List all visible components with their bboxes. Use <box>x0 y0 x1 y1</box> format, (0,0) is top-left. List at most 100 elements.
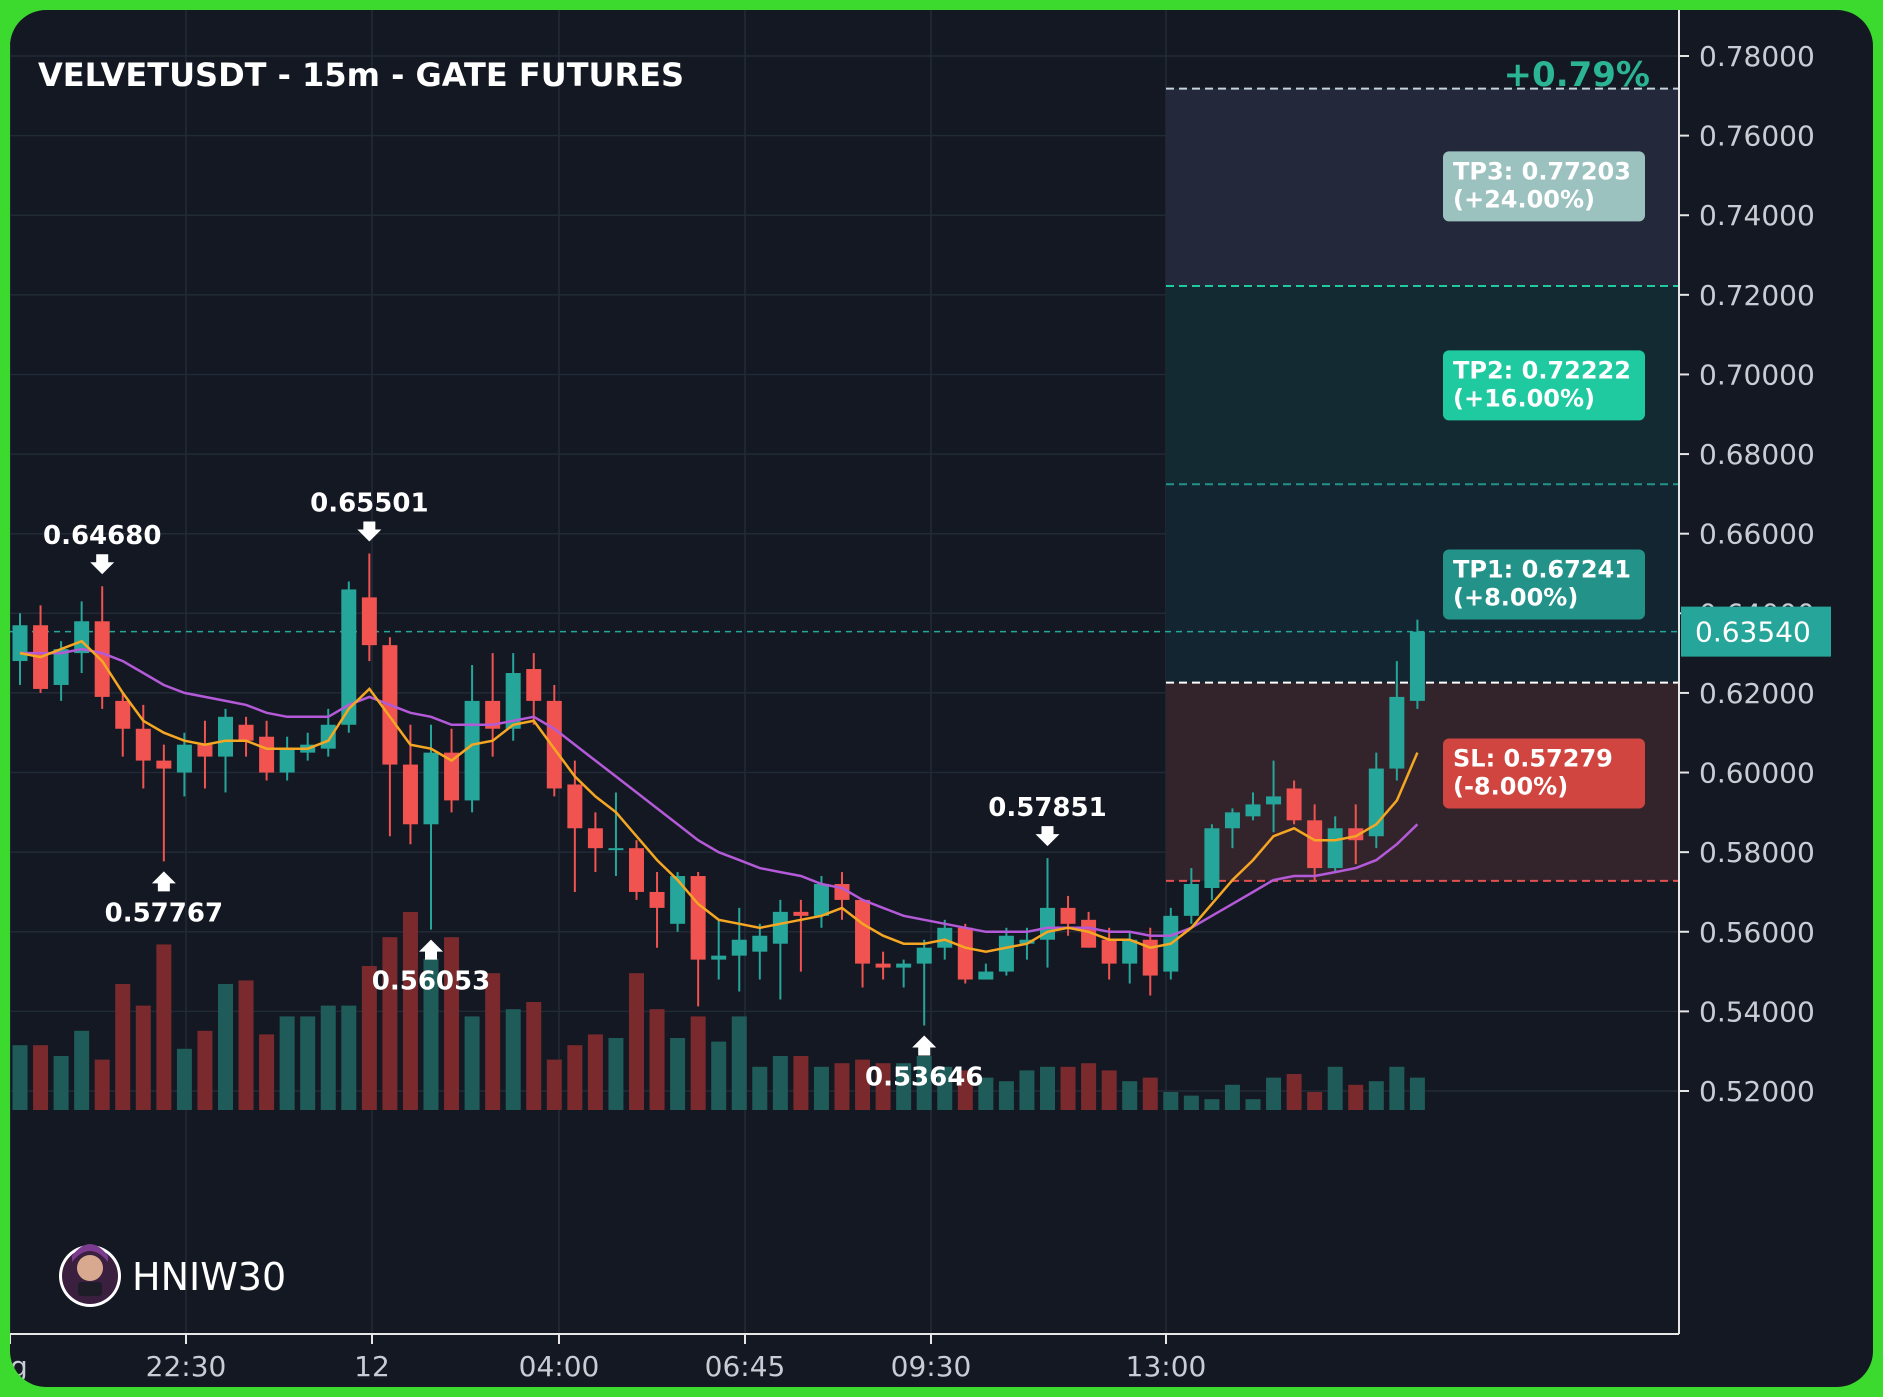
candles <box>12 553 1425 1026</box>
target-label-price: SL: 0.57279 <box>1453 745 1613 773</box>
candle-body <box>505 673 521 729</box>
volume-bar <box>957 1070 973 1110</box>
candle-body <box>916 947 932 964</box>
candle-body <box>485 700 501 729</box>
candle-body <box>587 828 603 849</box>
volume-bar <box>1266 1077 1282 1110</box>
candle-body <box>567 784 583 829</box>
user-badge[interactable]: HNIW30 <box>59 1244 286 1307</box>
volume-bar <box>998 1081 1014 1110</box>
volume-bar <box>115 984 131 1110</box>
volume-bar <box>1348 1084 1364 1110</box>
candle-body <box>94 621 110 697</box>
candle-body <box>526 669 542 701</box>
candle-body <box>546 700 562 789</box>
volume-bar <box>608 1038 624 1110</box>
volume-bar <box>320 1005 336 1110</box>
candle-body <box>53 649 69 685</box>
candle-body <box>649 891 665 908</box>
candle-body <box>1204 828 1220 888</box>
volume-bar <box>402 912 418 1110</box>
x-tick-label: 22:30 <box>146 1350 227 1383</box>
volume-bar <box>896 1063 912 1110</box>
candle-body <box>176 744 192 773</box>
candle-body <box>259 736 275 773</box>
annotation-label: 0.56053 <box>372 967 490 997</box>
volume-bar <box>1142 1077 1158 1110</box>
volume-bar <box>546 1059 562 1110</box>
volume-bar <box>1409 1077 1425 1110</box>
candle-body <box>1327 828 1343 869</box>
volume-bar <box>485 973 501 1110</box>
volume-bar <box>464 1016 480 1110</box>
volume-bar <box>135 1005 151 1110</box>
candle-body <box>978 971 994 980</box>
volume-bar <box>526 1002 542 1110</box>
avatar-face <box>77 1255 103 1281</box>
volume-bar <box>587 1034 603 1110</box>
target-label-box <box>1443 549 1645 620</box>
volume-bar <box>1368 1081 1384 1110</box>
candle-body <box>1389 696 1405 769</box>
target-labels: TP3: 0.77203(+24.00%) TP2: 0.72222(+16.00… <box>1443 151 1645 809</box>
volume-bar <box>259 1034 275 1110</box>
volume-bar <box>444 937 460 1110</box>
candle-body <box>629 848 644 892</box>
annotation-label: 0.57767 <box>105 898 223 928</box>
candle-body <box>1409 631 1425 701</box>
candle-body <box>1060 907 1076 924</box>
volume-bar <box>33 1045 49 1110</box>
volume-bar <box>916 1056 932 1110</box>
x-tick-label: 13:00 <box>1126 1350 1207 1383</box>
volume-bar <box>731 1016 747 1110</box>
y-tick-label: 0.72000 <box>1699 279 1815 312</box>
avatar-hair <box>72 1244 108 1262</box>
candle-body <box>670 876 686 924</box>
volume-bar <box>423 958 439 1110</box>
candle-body <box>772 911 788 944</box>
candle-body <box>135 728 151 761</box>
candle-body <box>1183 884 1199 916</box>
volume-bar <box>361 966 377 1110</box>
candle-body <box>115 700 131 729</box>
y-tick-label: 0.66000 <box>1699 518 1815 551</box>
volume-bar <box>279 1016 295 1110</box>
candle-body <box>320 724 336 749</box>
candle-body <box>218 716 233 757</box>
volume-bar <box>1224 1084 1240 1110</box>
volume-bar <box>1040 1066 1055 1110</box>
volume-bar <box>341 1005 357 1110</box>
y-tick-label: 0.56000 <box>1699 916 1815 949</box>
volume-bar <box>834 1063 850 1110</box>
y-tick-label: 0.62000 <box>1699 677 1815 710</box>
volume-bar <box>382 937 398 1110</box>
volume-bar <box>772 1056 788 1110</box>
candlestick-chart: 0.64680 0.65501 0.57767 0.56053 0.53646 0.578… <box>10 10 1831 1383</box>
candle-body <box>402 764 418 825</box>
volume-bar <box>1389 1066 1405 1110</box>
candle-body <box>998 935 1014 972</box>
volume-bar <box>197 1030 213 1110</box>
candle-body <box>1286 788 1302 821</box>
target-label-price: TP3: 0.77203 <box>1453 157 1631 185</box>
candle-body <box>444 752 460 801</box>
candle-body <box>855 899 871 964</box>
volume-bar <box>1019 1070 1035 1110</box>
current-price-badge <box>1681 606 1831 657</box>
candle-body <box>937 927 953 948</box>
candle-body <box>1245 804 1261 817</box>
up-arrow-icon <box>419 939 443 960</box>
candle-body <box>1101 939 1117 964</box>
volume-bar <box>1245 1099 1261 1110</box>
x-tick-label: 06:45 <box>705 1350 786 1383</box>
moving-averages <box>19 639 1419 953</box>
change-percent: +0.79% <box>1504 55 1650 95</box>
volume-bar <box>176 1048 192 1110</box>
candle-body <box>279 748 295 773</box>
y-tick-label: 0.68000 <box>1699 438 1815 471</box>
volume-bar <box>218 984 233 1110</box>
candle-body <box>1224 812 1240 829</box>
target-label-box <box>1443 151 1645 222</box>
candle-body <box>957 927 973 980</box>
y-tick-label: 0.54000 <box>1699 995 1815 1028</box>
